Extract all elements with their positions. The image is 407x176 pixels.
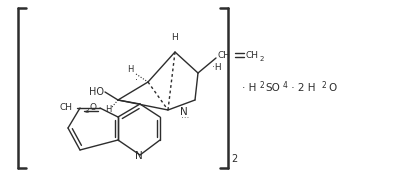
Text: ⋯: ⋯ [181, 114, 189, 122]
Text: CH: CH [218, 51, 231, 59]
Text: N: N [135, 151, 143, 161]
Text: H: H [105, 105, 111, 115]
Text: ·H: ·H [212, 64, 222, 73]
Text: CH: CH [246, 51, 259, 59]
Text: HO: HO [88, 87, 103, 97]
Text: H: H [172, 33, 178, 42]
Text: 3: 3 [84, 108, 88, 114]
Text: SO: SO [265, 83, 280, 93]
Text: .: . [134, 72, 138, 82]
Text: CH: CH [59, 103, 72, 112]
Text: 2: 2 [322, 80, 327, 90]
Text: 2: 2 [231, 154, 237, 164]
Text: 2: 2 [260, 56, 265, 62]
Text: O: O [328, 83, 336, 93]
Text: O: O [89, 103, 96, 112]
Text: 4: 4 [283, 80, 288, 90]
Text: 2: 2 [260, 80, 265, 90]
Text: · H: · H [242, 83, 256, 93]
Text: · 2 H: · 2 H [288, 83, 315, 93]
Text: H: H [127, 65, 133, 74]
Text: N: N [180, 107, 188, 117]
